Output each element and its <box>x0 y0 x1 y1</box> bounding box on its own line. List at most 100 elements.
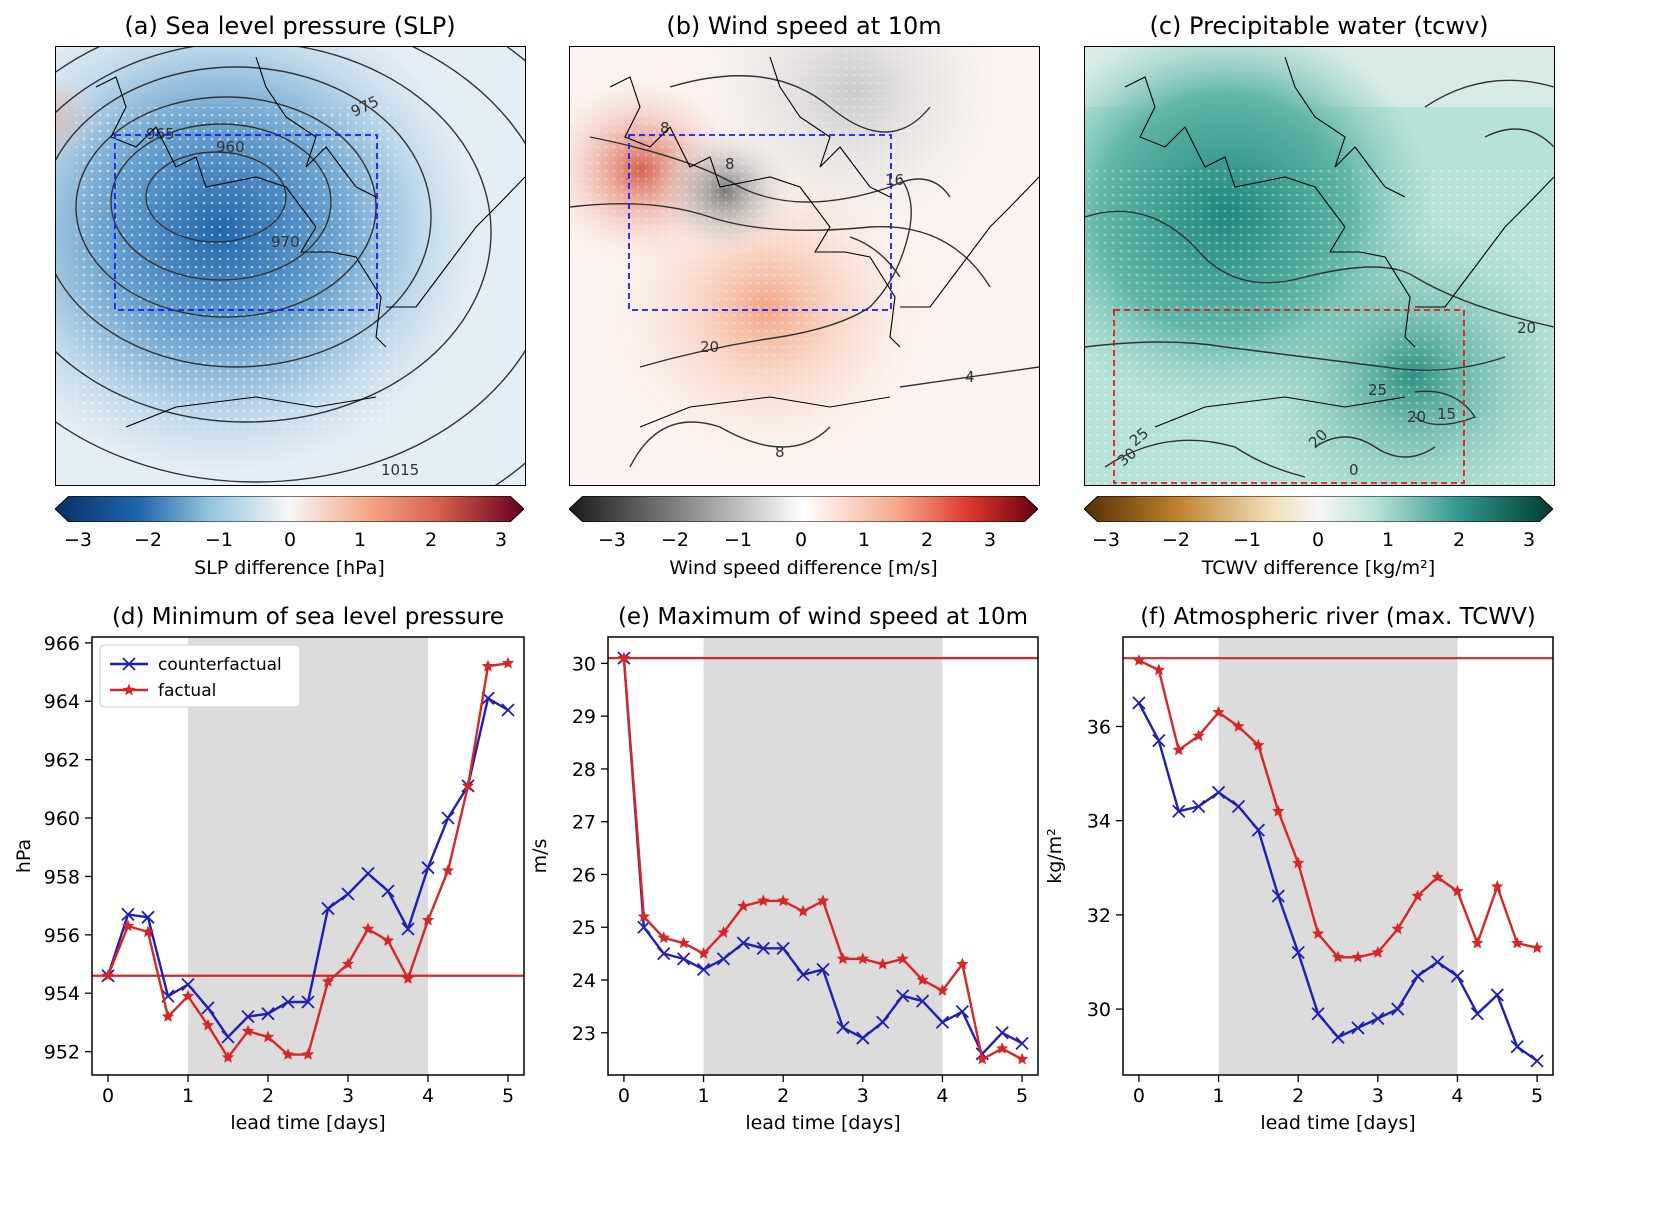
contour-label: 20 <box>700 338 719 356</box>
data-point <box>696 962 711 977</box>
data-point <box>1431 870 1444 883</box>
y-tick-label: 962 <box>44 750 80 772</box>
contour-label: 20 <box>1517 319 1536 337</box>
data-point <box>836 1020 850 1035</box>
data-point <box>201 1001 215 1015</box>
y-tick-label: 27 <box>572 812 596 834</box>
data-point <box>935 1015 950 1029</box>
data-point <box>1331 950 1345 963</box>
colorbar-tick: 3 <box>983 529 997 551</box>
y-tick-label: 26 <box>572 864 596 886</box>
x-tick-label: 5 <box>1531 1085 1543 1107</box>
map-title: (b) Wind speed at 10m <box>666 12 942 40</box>
x-tick-label: 1 <box>1213 1085 1225 1107</box>
x-tick-label: 5 <box>502 1085 514 1107</box>
data-point <box>281 995 295 1009</box>
x-tick-label: 4 <box>936 1085 948 1107</box>
colorbar-tick: −3 <box>1091 529 1120 551</box>
data-point <box>1271 889 1285 903</box>
data-point <box>501 656 515 669</box>
data-point <box>995 1026 1009 1040</box>
series-counterfactual <box>101 691 515 1044</box>
data-point <box>341 887 355 901</box>
data-point <box>341 957 355 970</box>
colorbar-tick: −1 <box>723 529 752 551</box>
contour-label: 960 <box>216 138 245 156</box>
data-point <box>181 989 195 1002</box>
data-point <box>381 934 395 946</box>
contour-label: 4 <box>965 368 975 386</box>
data-point <box>1152 733 1166 748</box>
data-point <box>361 866 375 881</box>
data-point <box>876 957 889 970</box>
x-tick-label: 4 <box>422 1085 434 1107</box>
data-point <box>1371 946 1384 958</box>
chart-title: (e) Maximum of wind speed at 10m <box>618 604 1028 630</box>
colorbar-label: Wind speed difference [m/s] <box>669 557 938 579</box>
data-point <box>421 913 435 926</box>
data-point <box>1510 1040 1524 1054</box>
data-point <box>1172 804 1186 818</box>
data-point <box>1451 884 1464 897</box>
y-tick-label: 30 <box>1087 999 1111 1021</box>
x-tick-label: 0 <box>1133 1085 1145 1107</box>
data-point <box>1311 1007 1325 1021</box>
contour-label: 8 <box>775 443 785 461</box>
data-point <box>1015 1036 1029 1050</box>
series-counterfactual <box>617 651 1029 1061</box>
contour-label: 16 <box>885 171 904 189</box>
contour-label: 25 <box>1368 381 1387 399</box>
data-point <box>241 1024 255 1037</box>
contour-label: 0 <box>1349 461 1359 479</box>
data-point <box>1292 856 1305 869</box>
legend-box <box>99 644 301 708</box>
data-point <box>1192 799 1206 814</box>
x-tick-label: 4 <box>1451 1085 1463 1107</box>
data-point <box>895 989 910 1003</box>
data-point <box>1232 720 1245 732</box>
y-tick-label: 34 <box>1087 811 1111 833</box>
data-point <box>716 952 731 966</box>
contour-label: 8 <box>725 155 735 173</box>
data-point <box>915 994 930 1008</box>
colorbar-tick: −3 <box>597 529 626 551</box>
y-tick-label: 964 <box>44 691 80 713</box>
chart-title: (d) Minimum of sea level pressure <box>112 604 504 630</box>
data-point <box>896 952 909 965</box>
x-axis-label: lead time [days] <box>230 1112 385 1134</box>
data-point <box>221 1051 235 1063</box>
data-point <box>1470 1007 1484 1021</box>
slp-difference-map: 965 960 975 970 1015 <box>56 47 525 485</box>
x-tick-label: 5 <box>1016 1085 1028 1107</box>
data-point <box>1471 936 1484 949</box>
data-point <box>1391 922 1404 935</box>
colorbar-tick: −1 <box>1232 529 1261 551</box>
y-tick-label: 966 <box>44 633 80 655</box>
data-point <box>441 864 455 876</box>
data-point <box>361 922 375 935</box>
colorbar-tick: 3 <box>494 529 508 551</box>
data-point <box>757 894 770 907</box>
data-point <box>481 659 495 672</box>
data-point <box>1450 969 1465 983</box>
y-tick-label: 30 <box>572 653 596 675</box>
data-point <box>1231 799 1246 814</box>
colorbar-tick: 0 <box>1311 529 1325 551</box>
plot-frame <box>1122 636 1554 1076</box>
chart-title: (f) Atmospheric river (max. TCWV) <box>1140 604 1536 630</box>
plot-frame <box>91 636 525 1076</box>
data-point <box>856 952 869 965</box>
data-point <box>1172 743 1185 756</box>
x-tick-label: 0 <box>618 1085 630 1107</box>
y-tick-label: 28 <box>572 759 596 781</box>
contour-label: 970 <box>271 233 300 251</box>
data-point <box>856 1031 870 1045</box>
data-point <box>916 973 929 986</box>
data-point <box>1252 738 1265 751</box>
colorbar-tick: −3 <box>63 529 92 551</box>
data-point <box>301 995 315 1009</box>
colorbar-tick: 1 <box>353 529 367 551</box>
colorbar-tick: 3 <box>1522 529 1536 551</box>
data-point <box>657 946 671 961</box>
